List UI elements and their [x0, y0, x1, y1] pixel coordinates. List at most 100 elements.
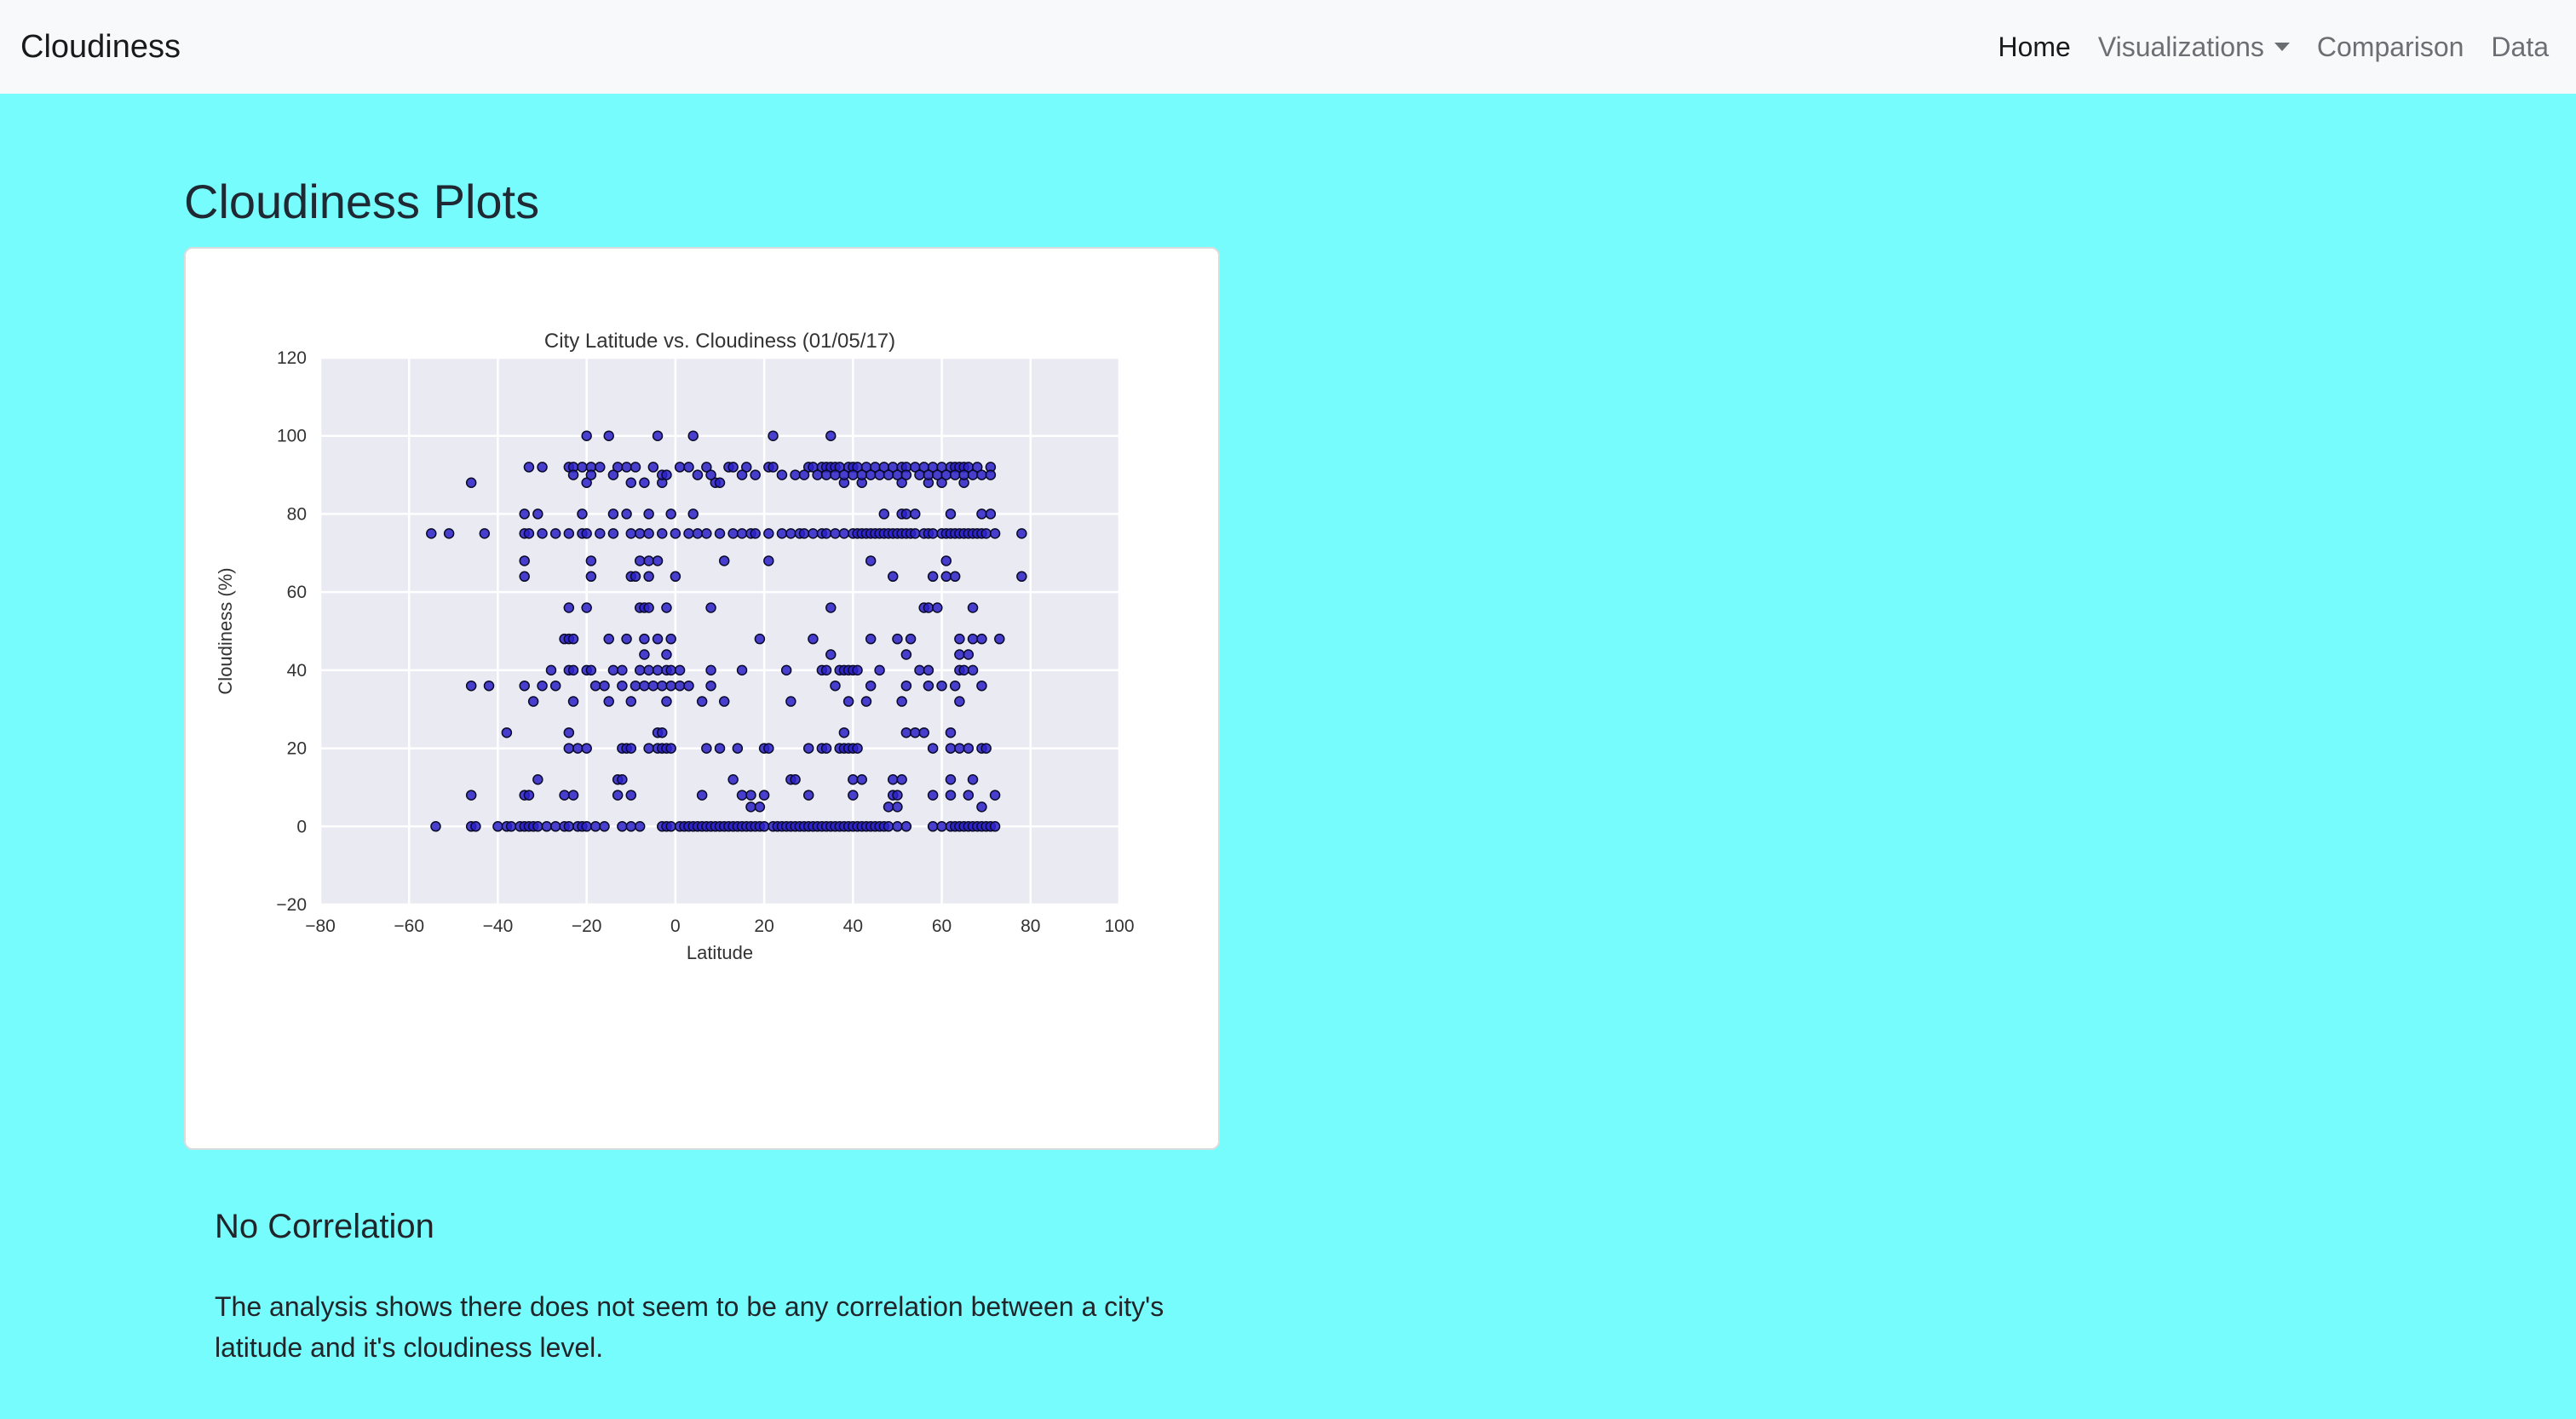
data-point [883, 801, 894, 813]
data-point [980, 528, 992, 539]
data-point [830, 680, 841, 692]
data-point [665, 821, 676, 832]
data-point [634, 555, 646, 566]
data-point [838, 528, 850, 539]
data-point [532, 821, 543, 832]
data-point [585, 469, 597, 480]
data-point [900, 508, 912, 520]
y-tick-label: 40 [287, 661, 307, 681]
data-point [567, 696, 579, 707]
data-point [1016, 528, 1027, 539]
data-point [470, 821, 481, 832]
data-point [790, 469, 801, 480]
data-point [652, 664, 664, 676]
data-point [989, 790, 1001, 801]
data-point [727, 462, 739, 473]
data-point [741, 462, 752, 473]
data-point [532, 508, 543, 520]
data-point [776, 469, 788, 480]
data-point [856, 469, 868, 480]
scatter-plot: −80 −60 −40 −20 0 20 40 60 80 100 −20 0 20 40 60 80 100 1… [215, 330, 1135, 963]
data-point [718, 555, 730, 566]
data-point [927, 821, 939, 832]
x-tick-label: −80 [305, 916, 336, 936]
data-point [825, 430, 837, 441]
data-point [967, 664, 979, 676]
data-point [559, 790, 570, 801]
data-point [643, 508, 654, 520]
data-point [954, 743, 965, 754]
data-point [808, 528, 819, 539]
data-point [923, 680, 934, 692]
data-point [980, 743, 992, 754]
data-point [567, 790, 579, 801]
data-point [785, 528, 796, 539]
data-point [549, 680, 561, 692]
data-point [696, 696, 708, 707]
data-point [657, 727, 668, 738]
data-point [701, 528, 712, 539]
data-point [501, 727, 513, 738]
data-point [563, 727, 575, 738]
data-point [523, 790, 535, 801]
data-point [927, 790, 939, 801]
data-point [768, 462, 779, 473]
data-point [630, 680, 641, 692]
data-point [936, 680, 947, 692]
data-point [581, 430, 592, 441]
data-point [701, 462, 712, 473]
data-point [661, 649, 672, 660]
y-tick-label: 0 [296, 817, 307, 836]
data-point [763, 528, 774, 539]
data-point [958, 469, 969, 480]
data-point [665, 508, 676, 520]
data-point [634, 821, 646, 832]
data-point [940, 469, 952, 480]
data-point [519, 555, 530, 566]
data-point [519, 680, 530, 692]
data-point [949, 571, 961, 583]
data-point [479, 528, 491, 539]
data-point [900, 821, 912, 832]
data-point [750, 528, 761, 539]
nav-link-home[interactable]: Home [1998, 31, 2071, 62]
data-point [967, 602, 979, 613]
data-point [736, 790, 748, 801]
data-point [780, 664, 792, 676]
data-point [563, 602, 575, 613]
data-point [581, 528, 592, 539]
data-point [802, 790, 814, 801]
data-point [945, 790, 957, 801]
data-point [976, 680, 987, 692]
data-point [945, 727, 957, 738]
data-point [652, 633, 664, 645]
nav-link-data[interactable]: Data [2491, 31, 2549, 62]
data-point [750, 469, 761, 480]
data-point [932, 602, 943, 613]
data-point [549, 528, 561, 539]
data-point [670, 571, 681, 583]
data-point [820, 528, 832, 539]
nav-dropdown-visualizations[interactable]: Visualizations [2098, 32, 2290, 63]
x-tick-label: 20 [754, 916, 773, 936]
data-point [625, 821, 637, 832]
data-point [639, 477, 650, 488]
data-point [820, 664, 832, 676]
data-point [607, 528, 619, 539]
data-point [643, 555, 654, 566]
data-point [798, 528, 810, 539]
data-point [683, 462, 694, 473]
nav-link-comparison[interactable]: Comparison [2316, 31, 2464, 62]
data-point [963, 790, 975, 801]
x-tick-label: 40 [843, 916, 863, 936]
data-point [625, 790, 637, 801]
data-point [657, 680, 668, 692]
navbar-brand[interactable]: Cloudiness [20, 28, 181, 65]
data-point [621, 508, 632, 520]
data-point [599, 680, 610, 692]
data-point [696, 790, 708, 801]
data-point [537, 462, 548, 473]
data-point [945, 774, 957, 785]
data-point [567, 664, 579, 676]
data-point [989, 528, 1001, 539]
